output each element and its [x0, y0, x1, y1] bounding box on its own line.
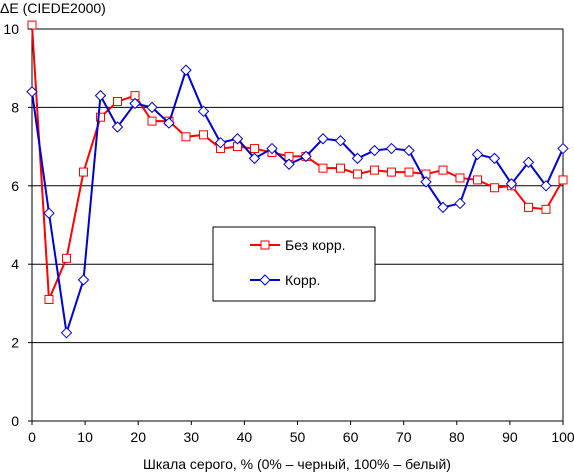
legend-box [212, 226, 376, 302]
data-point [95, 112, 105, 122]
data-point [455, 173, 465, 183]
data-point [231, 133, 244, 145]
data-point [438, 165, 448, 175]
series-2 [26, 64, 569, 339]
data-point [541, 204, 551, 214]
data-point [163, 117, 175, 129]
data-point [111, 121, 124, 133]
plot-area [31, 28, 564, 422]
x-tick-label: 50 [290, 429, 306, 445]
data-point [27, 20, 37, 30]
legend-label: Корр. [285, 272, 320, 288]
data-point [214, 136, 227, 149]
data-point [181, 132, 191, 142]
x-tick-label: 0 [28, 429, 36, 445]
y-axis-ticks: 0 2 4 6 8 10 [3, 21, 32, 429]
data-point [368, 144, 381, 157]
data-point [197, 105, 210, 118]
data-point [369, 165, 379, 175]
data-point [248, 152, 261, 165]
data-point [557, 142, 569, 155]
data-point [129, 97, 141, 110]
x-tick-label: 30 [184, 429, 200, 445]
legend-label: Без корр. [285, 237, 346, 253]
data-point [199, 130, 209, 140]
y-tick-label: 2 [11, 335, 19, 351]
legend-item: Корр. [250, 272, 320, 288]
y-axis-title: ΔE (CIEDE2000) [0, 0, 106, 16]
x-tick-label: 20 [130, 429, 146, 445]
data-point [336, 163, 346, 173]
series-1 [27, 20, 568, 304]
data-point [266, 142, 278, 155]
data-point [505, 178, 518, 190]
data-point [353, 169, 363, 179]
data-point [454, 197, 466, 210]
y-tick-label: 8 [11, 99, 19, 115]
x-tick-label: 60 [343, 429, 359, 445]
legend-marker [260, 240, 270, 250]
data-point [318, 163, 328, 173]
data-point [249, 144, 259, 154]
series-line [31, 67, 564, 334]
data-point [79, 167, 89, 177]
y-tick-label: 6 [11, 178, 19, 194]
y-tick-label: 4 [11, 256, 19, 272]
data-point [420, 176, 432, 188]
data-point [403, 144, 415, 157]
data-point [317, 133, 329, 145]
x-tick-label: 10 [77, 429, 93, 445]
data-point [558, 175, 568, 185]
x-tick-label: 100 [551, 429, 574, 445]
legend: Без корр. Корр. [212, 226, 376, 302]
data-point [283, 158, 295, 170]
data-point [60, 327, 73, 339]
data-point [112, 97, 122, 107]
data-point [540, 180, 552, 192]
x-tick-label: 40 [237, 429, 253, 445]
legend-marker [259, 274, 271, 286]
x-tick-label: 70 [396, 429, 412, 445]
data-point [334, 135, 347, 147]
data-point [385, 142, 398, 155]
data-point [471, 148, 484, 161]
data-point [488, 152, 501, 165]
x-axis-title: Шкала серого, % (0% – черный, 100% – бел… [143, 456, 451, 472]
y-tick-label: 0 [11, 413, 19, 429]
data-point [351, 152, 364, 165]
data-point [43, 207, 55, 219]
x-tick-label: 80 [449, 429, 465, 445]
data-point [26, 86, 38, 98]
data-point [404, 167, 414, 177]
x-axis-ticks: 0 10 20 30 40 50 60 70 80 90 100 [28, 421, 574, 445]
data-point [77, 274, 90, 286]
data-point [147, 116, 157, 126]
data-point [523, 202, 533, 212]
data-point [62, 253, 72, 263]
data-point [94, 89, 107, 102]
data-point [180, 64, 192, 76]
y-tick-label: 10 [3, 21, 19, 37]
legend-item: Без корр. [250, 237, 346, 253]
data-point [300, 150, 312, 163]
data-point [490, 183, 500, 193]
series-layer [26, 20, 569, 339]
data-point [437, 201, 449, 214]
data-point [386, 167, 396, 177]
gridlines [32, 106, 563, 344]
x-tick-label: 90 [502, 429, 518, 445]
data-point [473, 175, 483, 185]
data-point [146, 101, 158, 114]
data-point [522, 156, 535, 168]
data-point [44, 294, 54, 304]
